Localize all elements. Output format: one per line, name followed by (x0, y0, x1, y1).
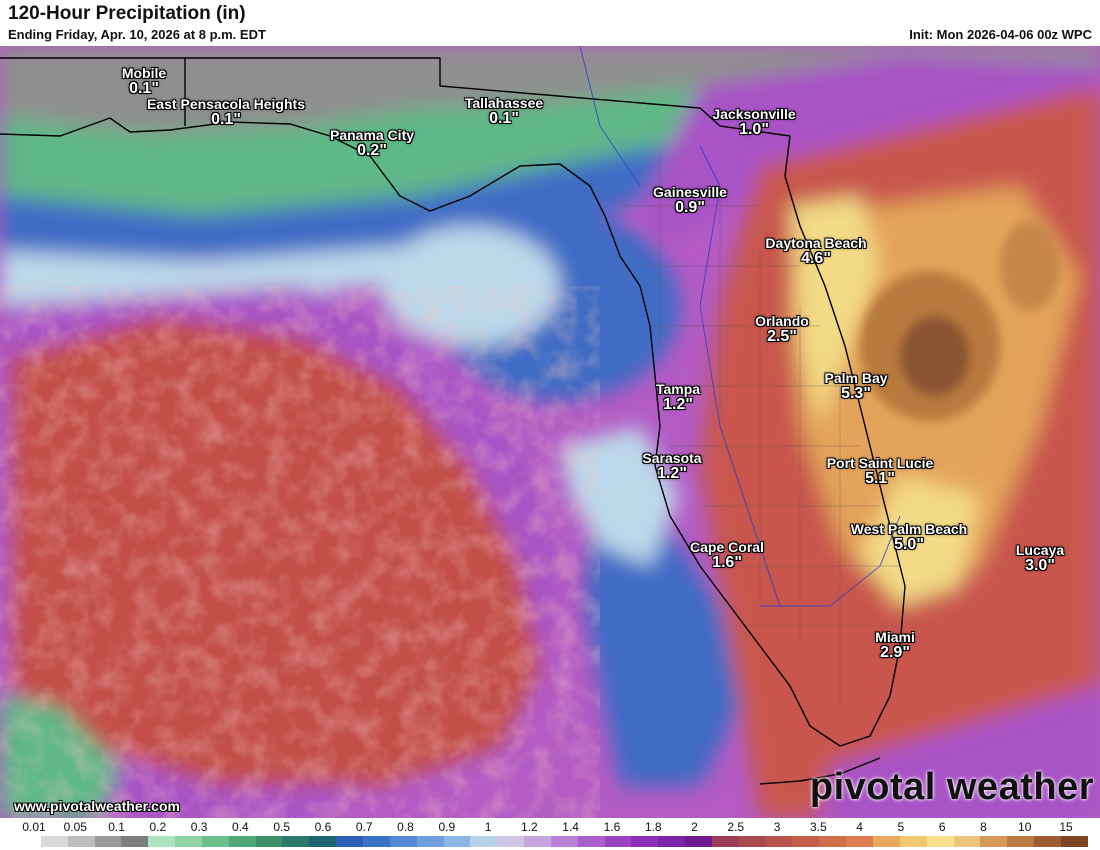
legend-swatch (819, 836, 847, 847)
legend-swatch (228, 836, 256, 847)
legend-tick-label: 1.2 (521, 820, 538, 834)
city-label: West Palm Beach 5.0" (850, 521, 968, 553)
legend-tick-label: 1 (484, 820, 492, 834)
legend-tick-label: 1.8 (644, 820, 662, 834)
website-link[interactable]: www.pivotalweather.com (14, 798, 180, 814)
legend-tick-label: 15 (1059, 820, 1073, 834)
legend-swatch (846, 836, 873, 847)
header-bar: 120-Hour Precipitation (in) Ending Frida… (0, 0, 1100, 46)
precip-core (860, 221, 1060, 421)
legend-swatch (550, 836, 578, 847)
legend-tick-label: 0.4 (232, 820, 249, 834)
legend-tick-label: 0.2 (149, 820, 167, 834)
city-label: Sarasota 1.2" (642, 450, 702, 482)
legend-swatch (175, 836, 202, 847)
city-label: Tampa 1.2" (655, 381, 701, 413)
legend-tick-label: 6 (938, 820, 946, 834)
color-legend: 0.01 0.05 0.1 0.2 0.3 0.4 0.5 0.6 0.7 0.8 0.9 1 1.2 1… (0, 818, 1100, 850)
legend-tick-label: 10 (1018, 820, 1032, 834)
legend-tick-label: 1.4 (562, 820, 579, 834)
map-subtitle: Ending Friday, Apr. 10, 2026 at 8 p.m. E… (8, 27, 266, 42)
legend-swatch (953, 836, 981, 847)
legend-swatch (121, 836, 149, 847)
legend-swatch (980, 836, 1008, 847)
city-label: Orlando 2.5" (755, 313, 809, 345)
legend-swatch (1060, 836, 1088, 847)
legend-swatch (94, 836, 122, 847)
legend-swatch (309, 836, 337, 847)
legend-swatch (40, 836, 68, 847)
legend-tick-label: 2.5 (727, 820, 745, 834)
city-label: Miami 2.9" (875, 629, 915, 661)
legend-tick-label: 0.9 (438, 820, 456, 834)
legend-swatch (524, 836, 551, 847)
legend-swatch (201, 836, 229, 847)
legend-swatch (255, 836, 283, 847)
legend-swatch (282, 836, 310, 847)
legend-swatch (765, 836, 793, 847)
legend-tick-label: 0.8 (397, 820, 414, 834)
legend-tick-label: 0.05 (63, 820, 87, 834)
legend-swatch (362, 836, 390, 847)
legend-swatch (148, 836, 176, 847)
legend-swatch (1007, 836, 1035, 847)
legend-tick-label: 0.5 (273, 820, 291, 834)
county-lines (620, 156, 900, 706)
legend-tick-label: 0.3 (190, 820, 208, 834)
legend-tick-label: 0.01 (22, 820, 46, 834)
legend-swatch (899, 836, 927, 847)
legend-swatch (604, 836, 632, 847)
coastlines (0, 57, 906, 785)
city-label: Port Saint Lucie 5.1" (826, 455, 934, 487)
legend-swatch (1034, 836, 1061, 847)
map-canvas (0, 46, 1100, 818)
legend-swatch (577, 836, 605, 847)
city-label: Jacksonville 1.0" (712, 106, 796, 138)
legend-tick-label: 4 (856, 820, 863, 834)
texture (0, 286, 600, 818)
city-label: Palm Bay 5.3" (824, 370, 888, 402)
legend-swatch (416, 836, 444, 847)
legend-swatch (443, 836, 471, 847)
city-label: Panama City 0.2" (329, 127, 415, 159)
city-label: Mobile 0.1" (121, 65, 167, 97)
precipitation-map[interactable]: Mobile 0.1" East Pensacola Heights 0.1" … (0, 46, 1100, 818)
legend-tick-label: 3.5 (809, 820, 827, 834)
legend-tick-label: 0.1 (108, 820, 125, 834)
legend-swatch (873, 836, 900, 847)
legend-swatch (631, 836, 659, 847)
legend-swatch (14, 836, 41, 847)
city-label: Cape Coral 1.6" (690, 539, 764, 571)
city-label: Gainesville 0.9" (653, 184, 727, 216)
legend-swatch (497, 836, 525, 847)
legend-tick-label: 0.7 (355, 820, 373, 834)
city-label: Tallahassee 0.1" (464, 95, 544, 127)
legend-swatch (67, 836, 95, 847)
brand-logo: pivotal weather (809, 766, 1094, 808)
legend-swatch (389, 836, 417, 847)
city-label: Daytona Beach 4.6" (765, 235, 867, 267)
init-time: Init: Mon 2026-04-06 00z WPC (909, 27, 1092, 42)
legend-swatch (926, 836, 954, 847)
legend-swatch (658, 836, 686, 847)
legend-tick-label: 5 (897, 820, 905, 834)
legend-tick-label: 3 (773, 820, 781, 834)
legend-tick-label: 1.6 (603, 820, 621, 834)
legend-swatch (336, 836, 363, 847)
map-title: 120-Hour Precipitation (in) (8, 3, 246, 24)
legend-swatch (711, 836, 739, 847)
legend-tick-label: 8 (980, 820, 987, 834)
legend-swatch (792, 836, 820, 847)
legend-bar (14, 836, 1088, 847)
city-label: East Pensacola Heights 0.1" (147, 96, 305, 128)
legend-swatch (685, 836, 712, 847)
city-label: Lucaya 3.0" (1015, 542, 1065, 574)
legend-swatch (738, 836, 766, 847)
legend-swatch (470, 836, 498, 847)
legend-tick-label: 0.6 (314, 820, 332, 834)
legend-tick-label: 2 (691, 820, 698, 834)
